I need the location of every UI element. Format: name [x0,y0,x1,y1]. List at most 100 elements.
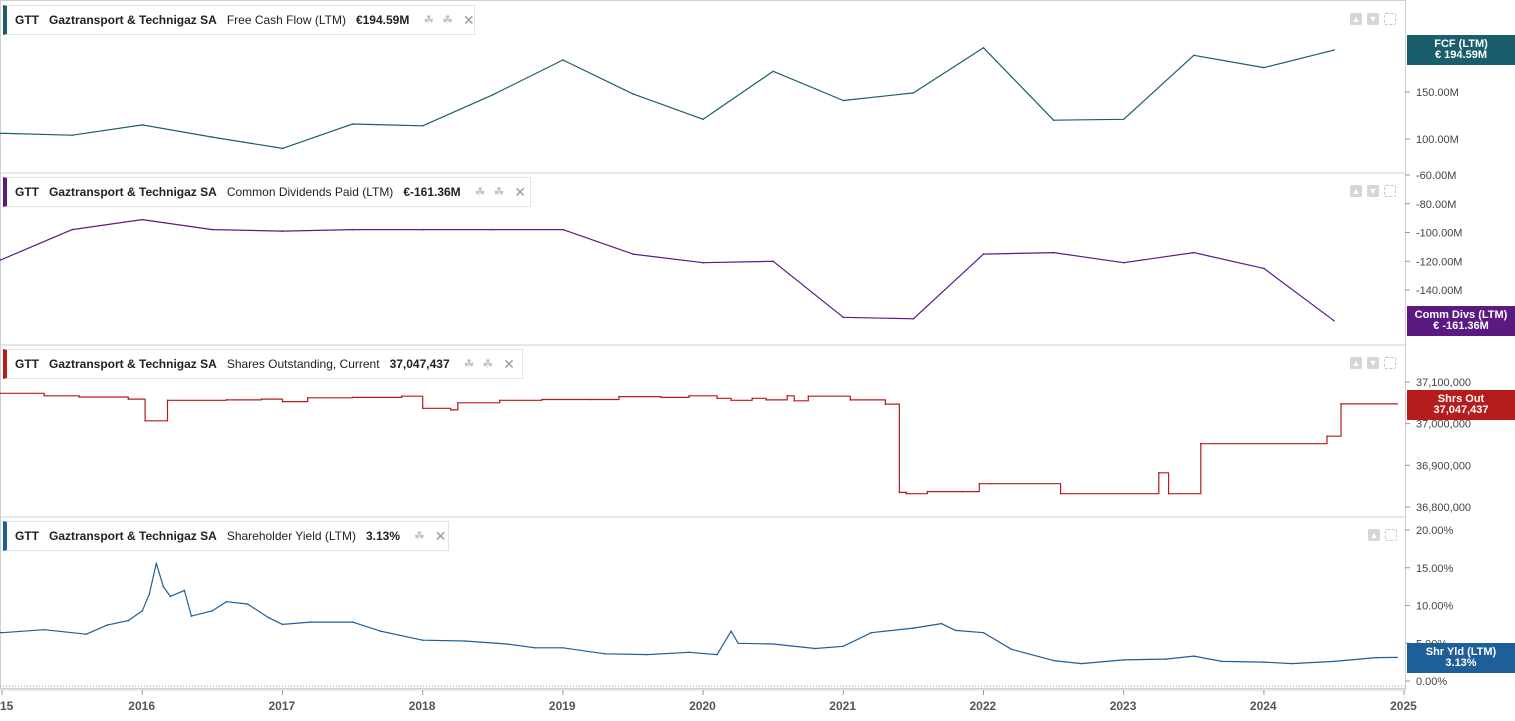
data-point [842,316,845,319]
badge-label: Shrs Out [1437,393,1485,405]
data-point [1158,472,1160,474]
clone-all-icon[interactable]: ☘ [482,357,494,371]
data-point [905,492,908,495]
data-point [211,228,214,231]
data-point [127,398,130,400]
data-point [604,653,606,655]
data-point [772,70,774,73]
move-up-icon[interactable]: ▲ [1350,357,1362,369]
data-point [211,610,214,612]
y-tick-label: 20.00% [1416,525,1454,537]
x-tick-label: 2016 [128,699,155,713]
panel-controls-yield: ▲ [1368,529,1397,541]
data-point [912,627,915,629]
data-point [978,482,981,485]
fullscreen-icon[interactable] [1384,185,1396,197]
legend-ticker: GTT [15,185,39,199]
clone-icon[interactable]: ☘ [414,529,425,543]
legend-value: €-161.36M [403,185,461,199]
move-up-icon[interactable]: ▲ [1350,13,1362,25]
data-point [660,396,662,399]
data-point [260,398,263,400]
badge-value: 3.13% [1445,657,1477,669]
close-icon[interactable]: ✕ [503,355,515,372]
data-point [807,395,810,398]
data-point [379,630,382,632]
clone-all-icon[interactable]: ☘ [442,13,453,27]
data-point [85,633,87,635]
x-tick-label: 2025 [1390,699,1417,713]
data-point [71,134,73,136]
fullscreen-icon[interactable] [1384,13,1396,25]
badge-label: Comm Divs (LTM) [1414,309,1508,321]
data-point [1193,655,1195,657]
close-icon[interactable]: ✕ [514,183,526,200]
data-point [1221,660,1223,663]
x-tick-label: 2023 [1110,699,1137,713]
fullscreen-icon[interactable] [1385,529,1397,541]
data-point [1333,49,1335,51]
data-point [1,631,3,634]
y-tick-label: -80.00M [1416,199,1456,211]
data-point [506,643,508,645]
data-point [772,260,774,263]
legend-company: Gaztransport & Technigaz SA [49,13,217,27]
data-point [1122,261,1125,264]
data-point [772,643,774,645]
panel-controls-shares: ▲ ▼ [1350,357,1396,369]
panel-controls-dividends: ▲ ▼ [1350,185,1396,197]
data-point [842,99,845,102]
close-icon[interactable]: ✕ [462,11,475,28]
data-point [1263,661,1265,663]
data-point [954,629,957,632]
data-point [281,147,284,150]
data-point [78,396,80,398]
legend-metric: Free Cash Flow (LTM) [226,13,346,27]
badge-label: FCF (LTM) [1434,38,1488,50]
data-point [155,562,158,564]
data-point [1059,492,1062,495]
move-up-icon[interactable]: ▲ [1350,185,1362,197]
move-up-icon[interactable]: ▲ [1368,529,1380,541]
data-point [351,228,354,231]
data-point [912,92,915,94]
data-point [1333,660,1335,663]
clone-all-icon[interactable]: ☘ [493,185,505,199]
legend-company: Gaztransport & Technigaz SA [49,529,217,543]
series-line-2 [0,219,1335,322]
legend-ticker: GTT [15,529,39,543]
move-down-icon[interactable]: ▼ [1367,357,1379,369]
data-point [1375,656,1377,659]
move-down-icon[interactable]: ▼ [1367,185,1379,197]
data-point [1010,648,1013,651]
close-icon[interactable]: ✕ [434,527,447,544]
clone-icon[interactable]: ☘ [423,13,435,27]
clone-icon[interactable]: ☘ [474,185,486,199]
clone-icon[interactable]: ☘ [463,357,475,371]
data-point [1396,656,1398,659]
data-point [1052,659,1055,662]
data-point [309,621,312,623]
data-point [144,420,146,422]
series-line-4 [0,562,1398,665]
data-point [421,125,424,127]
fullscreen-icon[interactable] [1384,357,1396,369]
data-point [541,398,543,401]
badge-value: € 194.59M [1435,49,1487,61]
data-point [492,94,494,96]
data-point [982,631,985,634]
data-point [702,118,704,121]
legend-value: €194.59M [355,13,410,27]
data-point [912,318,915,320]
data-point [793,400,795,402]
move-down-icon[interactable]: ▼ [1367,13,1379,25]
data-point [71,228,73,231]
data-point [716,397,718,400]
data-point [162,585,165,588]
data-point [940,622,943,625]
legend-ticker: GTT [15,357,39,371]
data-point [449,409,452,411]
y-tick-label: 0.00% [1416,676,1447,688]
data-point [751,397,753,400]
